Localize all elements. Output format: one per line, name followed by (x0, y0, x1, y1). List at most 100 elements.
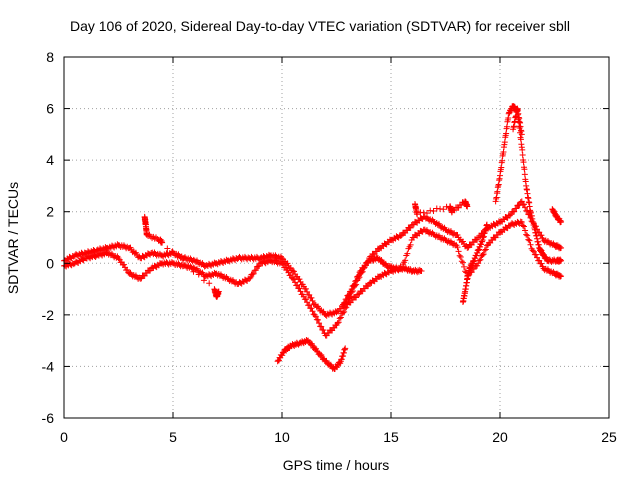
data-point (352, 278, 359, 285)
data-point (316, 320, 323, 327)
data-point (455, 204, 462, 211)
data-point (311, 311, 318, 318)
data-point (296, 285, 303, 292)
data-point (294, 282, 301, 289)
data-point (341, 308, 348, 315)
data-point (287, 272, 294, 279)
data-point (120, 261, 127, 268)
data-point (516, 202, 523, 209)
data-point (479, 252, 486, 259)
data-point (200, 277, 207, 284)
y-tick-label: 8 (46, 49, 54, 65)
data-point (513, 205, 520, 212)
data-point (306, 291, 313, 298)
data-point (457, 254, 464, 261)
data-point (532, 251, 539, 258)
series-high-outliers (411, 198, 471, 218)
data-point (302, 296, 309, 303)
data-point (527, 241, 534, 248)
data-point (279, 255, 285, 262)
data-point (402, 257, 409, 264)
data-point (206, 280, 213, 287)
data-point (351, 281, 358, 288)
data-point (423, 210, 430, 217)
data-point (304, 288, 311, 295)
data-point (522, 227, 529, 234)
data-point (275, 357, 282, 364)
data-point (308, 305, 315, 312)
y-tick-label: 0 (46, 255, 54, 271)
data-point (174, 254, 181, 261)
data-point (520, 201, 527, 208)
x-tick-label: 10 (274, 429, 290, 445)
axis-ticks: 0 5 10 15 20 25 -6 -4 -2 0 2 4 6 8 (42, 49, 617, 445)
data-point (519, 146, 526, 153)
data-point (454, 244, 461, 251)
data-point (169, 248, 176, 255)
data-point (440, 206, 447, 213)
data-point (159, 239, 166, 246)
data-point (348, 286, 355, 293)
data-point (164, 245, 171, 252)
plot-frame (63, 56, 610, 419)
data-point (302, 285, 309, 292)
data-point (481, 247, 488, 254)
data-point (250, 270, 257, 277)
data-point (314, 316, 321, 323)
data-point (312, 313, 319, 320)
series-main-band-b (61, 218, 565, 339)
data-point (341, 299, 348, 306)
data-point (292, 279, 299, 286)
series-afternoon-branch (340, 254, 425, 308)
data-point (511, 208, 518, 215)
data-point (350, 282, 357, 289)
data-point (538, 260, 545, 267)
data-point (526, 237, 533, 244)
data-point (190, 268, 197, 275)
data-point (480, 251, 487, 258)
data-point (556, 272, 563, 279)
data-point (455, 248, 462, 255)
data-point (353, 277, 360, 284)
data-point (534, 254, 541, 261)
data-point (470, 266, 477, 273)
data-point (538, 232, 545, 239)
series-early-outliers (141, 213, 222, 300)
data-point (297, 288, 304, 295)
data-point (536, 229, 543, 236)
data-point (506, 212, 513, 219)
data-point (558, 257, 565, 264)
data-point (524, 208, 531, 215)
data-point (247, 274, 254, 281)
data-point (124, 266, 131, 273)
data-point (343, 304, 350, 311)
data-point (277, 258, 284, 265)
data-point (530, 248, 537, 255)
series-evening-spike (492, 102, 565, 265)
data-point (346, 291, 353, 298)
data-point (556, 243, 563, 250)
series-evening-twin (510, 105, 525, 138)
x-axis-label: GPS time / hours (283, 457, 390, 473)
data-point (404, 250, 411, 257)
data-point (407, 241, 414, 248)
data-point (520, 159, 527, 166)
data-point (195, 271, 202, 278)
series-late-outlier (549, 206, 565, 226)
data-point (476, 257, 483, 264)
data-point (342, 305, 349, 312)
data-point (558, 244, 565, 251)
y-tick-label: -4 (42, 358, 55, 374)
y-tick-label: 6 (46, 101, 54, 117)
data-point (290, 276, 297, 283)
data-point (521, 166, 528, 173)
data-markers (61, 102, 565, 373)
series-evening-dip (459, 221, 490, 305)
data-point (279, 352, 286, 359)
y-tick-label: -2 (42, 307, 55, 323)
data-point (320, 327, 327, 334)
data-point (518, 131, 525, 138)
y-axis-label: SDTVAR / TECUs (5, 182, 21, 294)
